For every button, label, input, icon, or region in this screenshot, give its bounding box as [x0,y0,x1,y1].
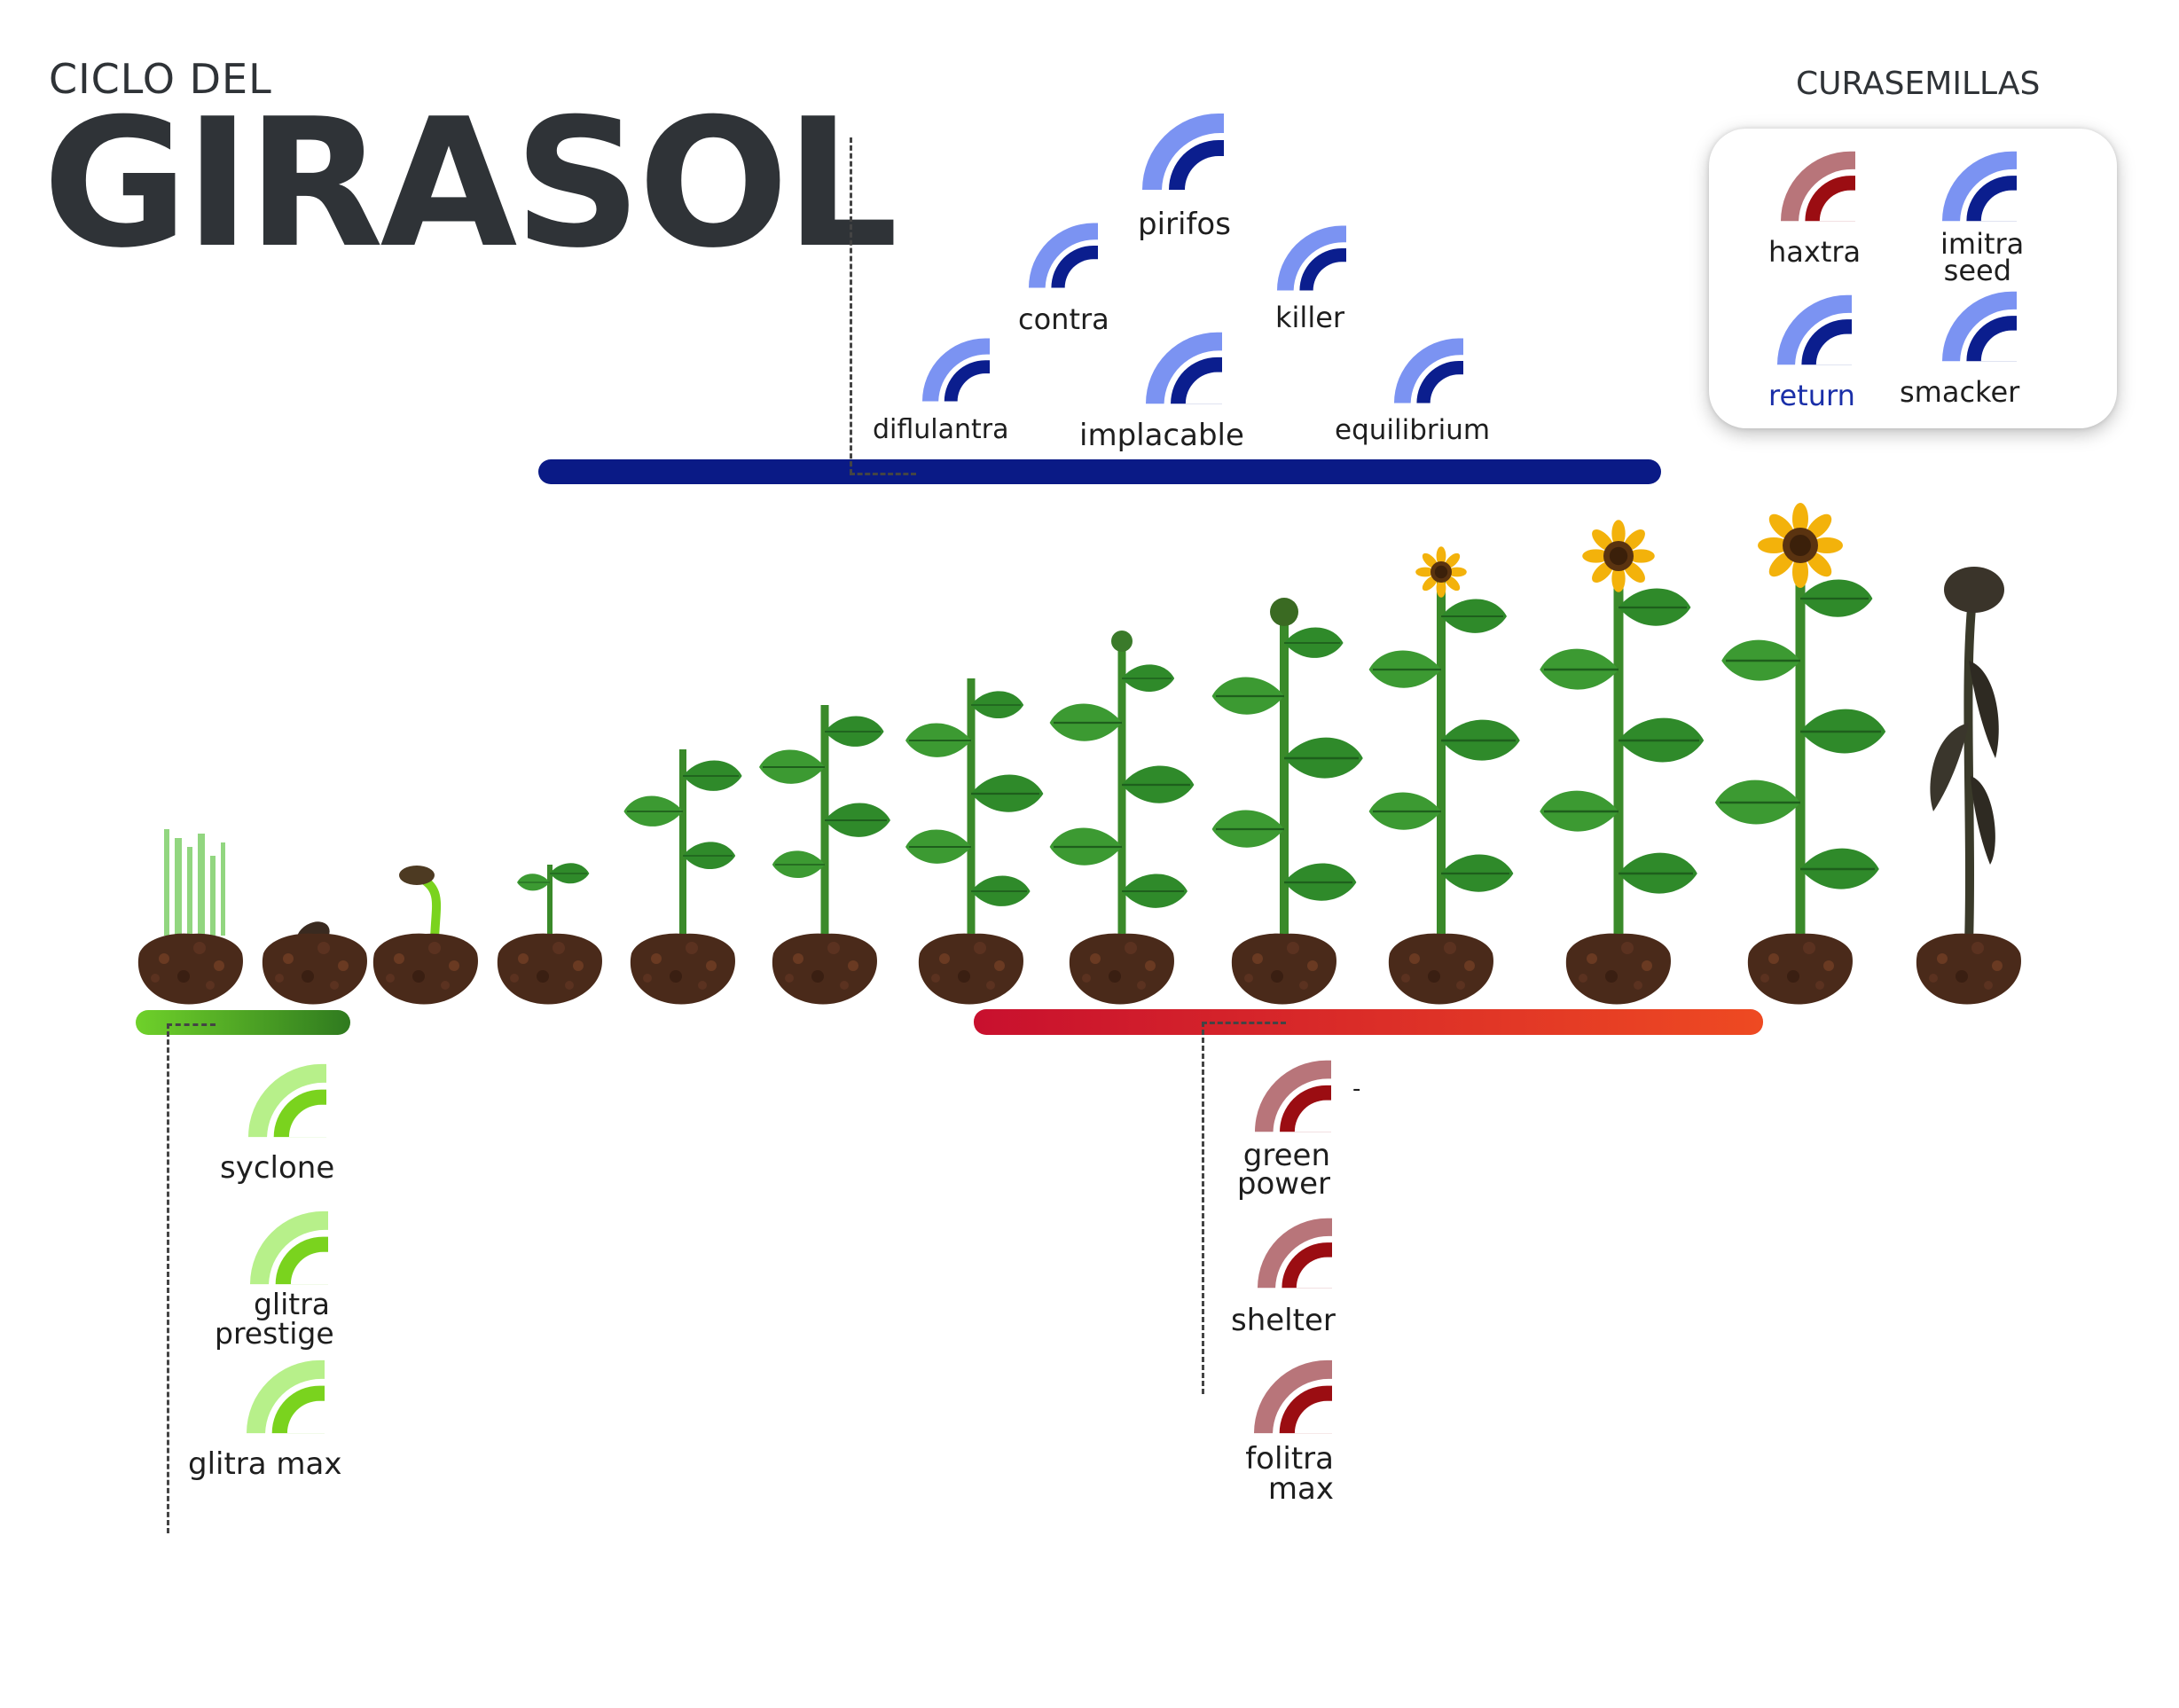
arc-icon [922,338,990,402]
product-label: haxtra [1768,235,1862,269]
page-title: GIRASOL [43,81,898,287]
arc-icon [1781,151,1855,222]
arc-icon [1146,332,1222,404]
herbicide-bar [136,1010,350,1035]
title-small: CICLO DEL [49,55,272,103]
insecticide-marker-horizontal [850,473,916,475]
herbicide-marker-horizontal [167,1023,216,1026]
product-label: syclone [220,1150,335,1186]
product-label: smacker [1900,375,2020,409]
insecticide-marker-vertical [850,137,852,474]
product-label: shelter [1231,1303,1336,1338]
insecticide-bar [538,459,1661,484]
product-label: folitra max [1245,1441,1334,1507]
arc-icon [1255,1060,1331,1132]
product-label: contra [1018,302,1109,336]
arc-icon [1394,338,1463,403]
fungicide-bar [974,1009,1763,1035]
herbicide-marker-vertical [167,1023,169,1533]
arc-icon [1942,291,2017,362]
product-label: killer [1275,301,1345,334]
product-label: equilibrium [1335,414,1491,446]
curasemillas-title: CURASEMILLAS [1796,66,2041,102]
product-label: imitra seed [1940,227,2025,288]
product-label: diflulantra [873,414,1009,445]
curasemillas-box [1709,129,2117,428]
fungicide-marker-vertical [1202,1022,1204,1394]
growth-stages [137,503,2021,1005]
arc-icon [1777,294,1852,365]
arc-icon [1029,223,1098,288]
product-label: return [1768,379,1855,412]
dash-mark: - [1352,1076,1361,1102]
product-label: glitra prestige [215,1287,334,1351]
arc-icon [1142,114,1224,190]
arc-icon [247,1359,325,1434]
arc-icon [1277,225,1346,291]
product-label: implacable [1079,418,1244,453]
fungicide-marker-horizontal [1202,1022,1286,1024]
arc-icon [1258,1218,1332,1289]
arc-icon [1254,1359,1332,1434]
arc-icon [248,1063,326,1138]
product-label: pirifos [1138,207,1231,242]
product-label: green power [1236,1138,1330,1203]
arc-icon [1942,151,2017,222]
arc-icon [250,1210,328,1285]
product-label: glitra max [188,1446,342,1482]
